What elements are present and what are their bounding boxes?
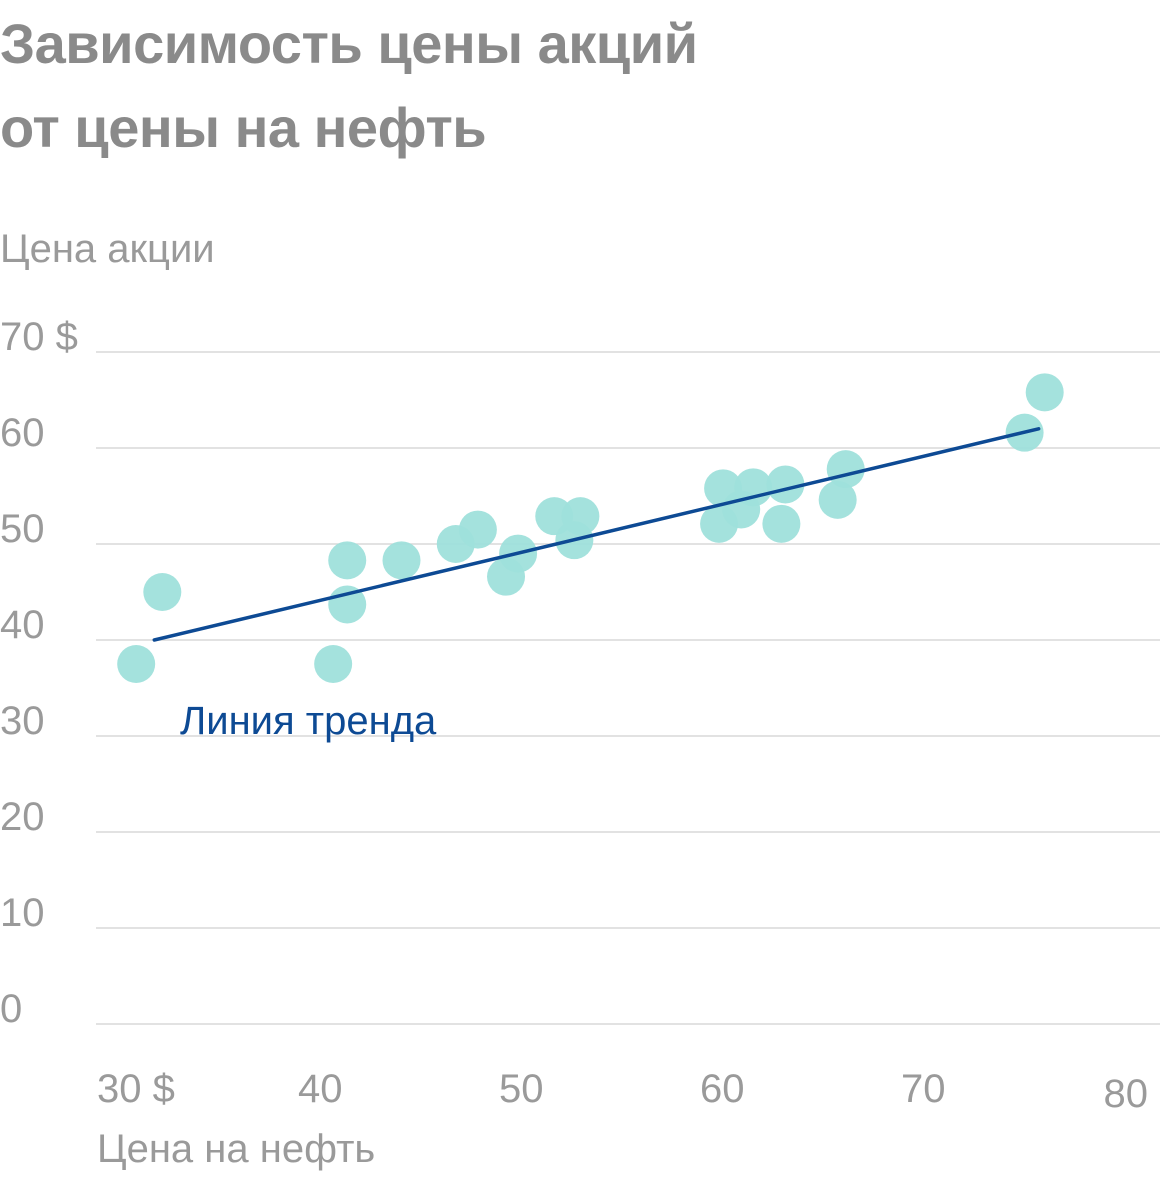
y-tick-label: 0 (0, 987, 22, 1031)
x-tick-label: 70 (901, 1067, 946, 1111)
y-axis-label: Цена акции (0, 227, 215, 271)
x-axis-label: Цена на нефть (97, 1127, 376, 1171)
y-tick-label: 20 (0, 795, 45, 839)
x-tick-label: 60 (700, 1067, 745, 1111)
x-tick-label: 80 (1104, 1072, 1149, 1116)
data-point (458, 510, 497, 549)
trend-line-label: Линия тренда (180, 699, 437, 743)
chart-title-line-1: Зависимость цены акций (0, 12, 698, 75)
data-point (826, 450, 865, 489)
chart-title: Зависимость цены акций от цены на нефть (0, 2, 698, 170)
data-point (382, 541, 421, 580)
y-tick-label: 40 (0, 603, 45, 647)
y-tick-label: 50 (0, 507, 45, 551)
x-tick-label: 30 $ (97, 1067, 175, 1111)
y-tick-label: 60 (0, 411, 45, 455)
y-tick-label: 10 (0, 891, 45, 935)
data-point (1025, 373, 1064, 412)
data-point (117, 645, 156, 683)
data-point (818, 480, 857, 519)
data-point (734, 468, 773, 507)
x-tick-label: 40 (298, 1067, 343, 1111)
x-tick-labels: 30 $ 40 50 60 70 80 (97, 1067, 1148, 1116)
y-tick-label: 30 (0, 699, 45, 743)
data-point (762, 504, 801, 543)
trend-line-group: Линия тренда (152, 427, 1041, 743)
data-points (117, 373, 1064, 683)
data-point (561, 497, 600, 536)
chart-title-line-2: от цены на нефть (0, 96, 487, 159)
data-point (143, 573, 182, 611)
x-tick-label: 50 (499, 1067, 544, 1111)
grid-lines (96, 351, 1160, 1025)
data-point (766, 465, 805, 504)
data-point (328, 541, 367, 580)
data-point (314, 645, 353, 683)
y-tick-labels: 0 10 20 30 40 50 60 70 $ (0, 315, 78, 1031)
trend-line (152, 427, 1041, 642)
y-tick-label: 70 $ (0, 315, 78, 359)
